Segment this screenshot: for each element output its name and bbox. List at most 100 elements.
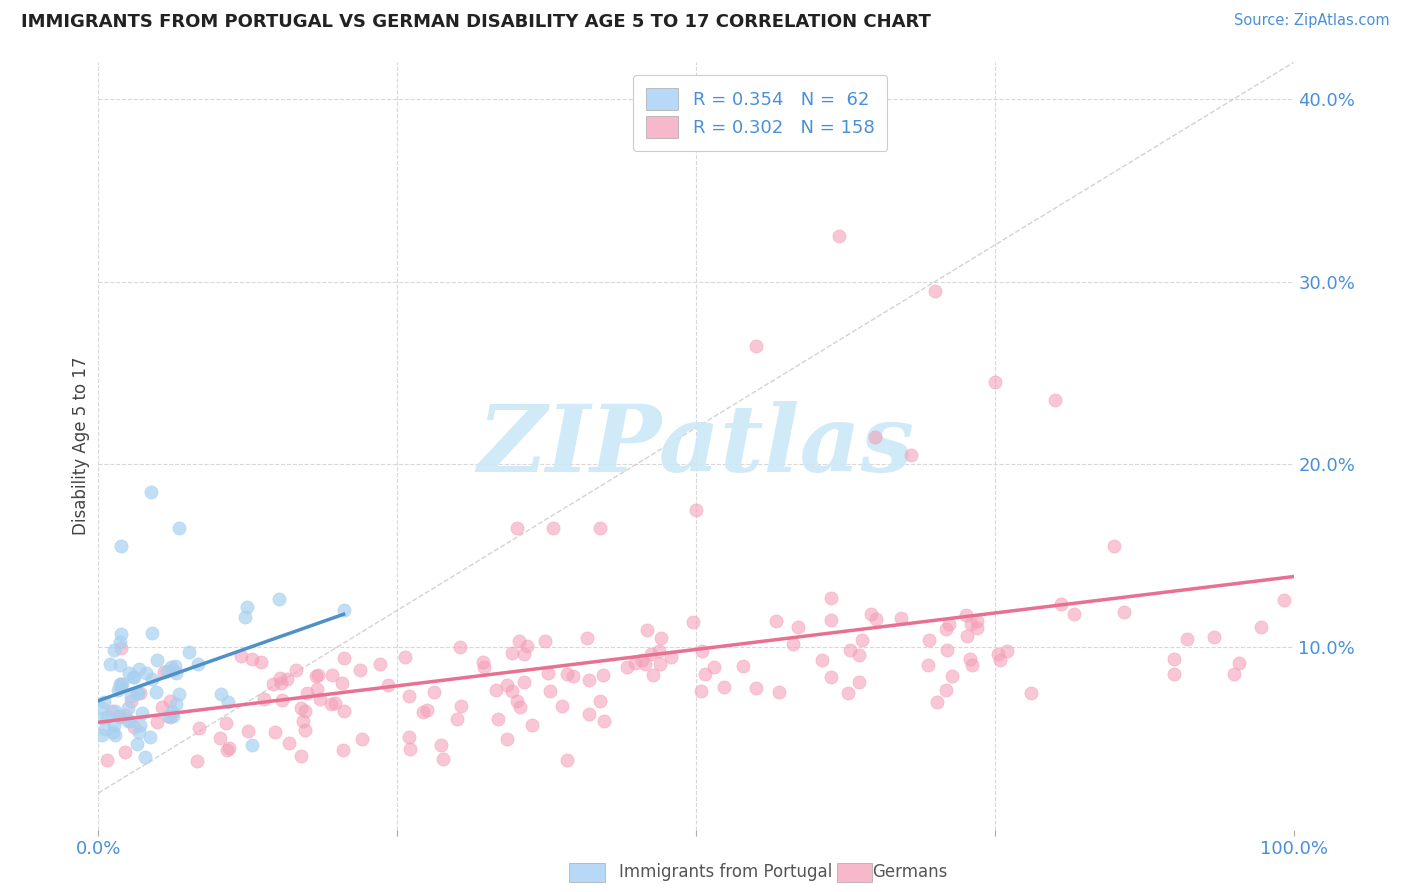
Point [110,677,132,691]
Point [110,677,132,691]
Point [276,672,298,686]
Point [918,633,941,648]
Point [959,616,981,631]
Point [141,672,163,686]
Point [659,649,682,664]
Point [416,703,439,717]
Point [91,711,114,725]
Point [145,715,167,730]
Point [496,678,519,692]
Point [633,657,655,671]
Point [988,652,1011,666]
Point [270,693,292,707]
Point [120,694,142,708]
Point [377,678,399,692]
Point [349,663,371,677]
Point [145,685,167,699]
Point [984,375,1007,389]
Point [682,615,704,630]
Point [935,683,957,698]
Point [782,637,804,651]
Point [592,668,614,682]
Point [648,644,671,658]
Point [103,642,125,657]
Point [508,633,530,648]
Point [295,686,318,700]
Point [506,521,529,535]
Point [485,683,508,698]
Point [91,728,114,742]
Point [233,610,256,624]
Point [96,753,118,767]
Point [820,669,842,683]
Point [1163,652,1185,666]
Point [118,714,141,728]
Point [501,646,523,660]
Point [693,666,716,681]
Point [250,656,273,670]
Point [321,698,343,712]
Y-axis label: Disability Age 5 to 17: Disability Age 5 to 17 [72,357,90,535]
Point [114,707,136,722]
Point [1104,540,1126,554]
Point [690,683,713,698]
Point [650,631,672,645]
Point [941,669,963,683]
Text: Source: ZipAtlas.com: Source: ZipAtlas.com [1233,13,1389,29]
Point [860,607,883,622]
Point [412,705,434,719]
Point [370,657,392,671]
Point [217,695,239,709]
Point [153,665,176,680]
Point [262,677,284,691]
Point [104,704,127,718]
Point [513,647,536,661]
Point [117,714,139,728]
Point [423,685,446,699]
Point [238,723,260,738]
Point [285,663,308,677]
Point [430,738,453,752]
Point [472,660,495,674]
Point [927,695,949,709]
Point [648,657,671,671]
Point [557,753,579,767]
Point [889,610,911,624]
Point [139,484,162,499]
Point [321,668,343,682]
Point [589,694,612,708]
Point [91,701,114,715]
Point [110,627,132,641]
Point [506,694,529,708]
Point [851,632,873,647]
Point [108,709,131,723]
Point [1227,656,1250,670]
Point [496,732,519,747]
Point [1163,667,1185,681]
Text: IMMIGRANTS FROM PORTUGAL VS GERMAN DISABILITY AGE 5 TO 17 CORRELATION CHART: IMMIGRANTS FROM PORTUGAL VS GERMAN DISAB… [21,13,931,31]
Point [125,737,148,751]
Point [787,620,810,634]
Point [110,540,132,554]
Point [159,710,181,724]
Point [101,705,124,719]
Point [208,731,231,746]
Point [501,683,523,698]
Point [624,656,647,670]
Text: Germans: Germans [872,863,948,881]
Point [1223,667,1246,681]
Point [450,699,472,714]
Point [350,732,373,747]
Point [509,699,531,714]
Point [160,706,183,720]
Point [177,645,200,659]
Point [578,673,600,688]
Point [820,613,842,627]
Point [513,674,536,689]
Point [332,603,354,617]
Point [218,741,240,756]
Point [215,716,238,731]
Point [471,655,494,669]
Legend: R = 0.354   N =  62, R = 0.302   N = 158: R = 0.354 N = 62, R = 0.302 N = 158 [633,75,887,151]
Point [398,689,420,703]
